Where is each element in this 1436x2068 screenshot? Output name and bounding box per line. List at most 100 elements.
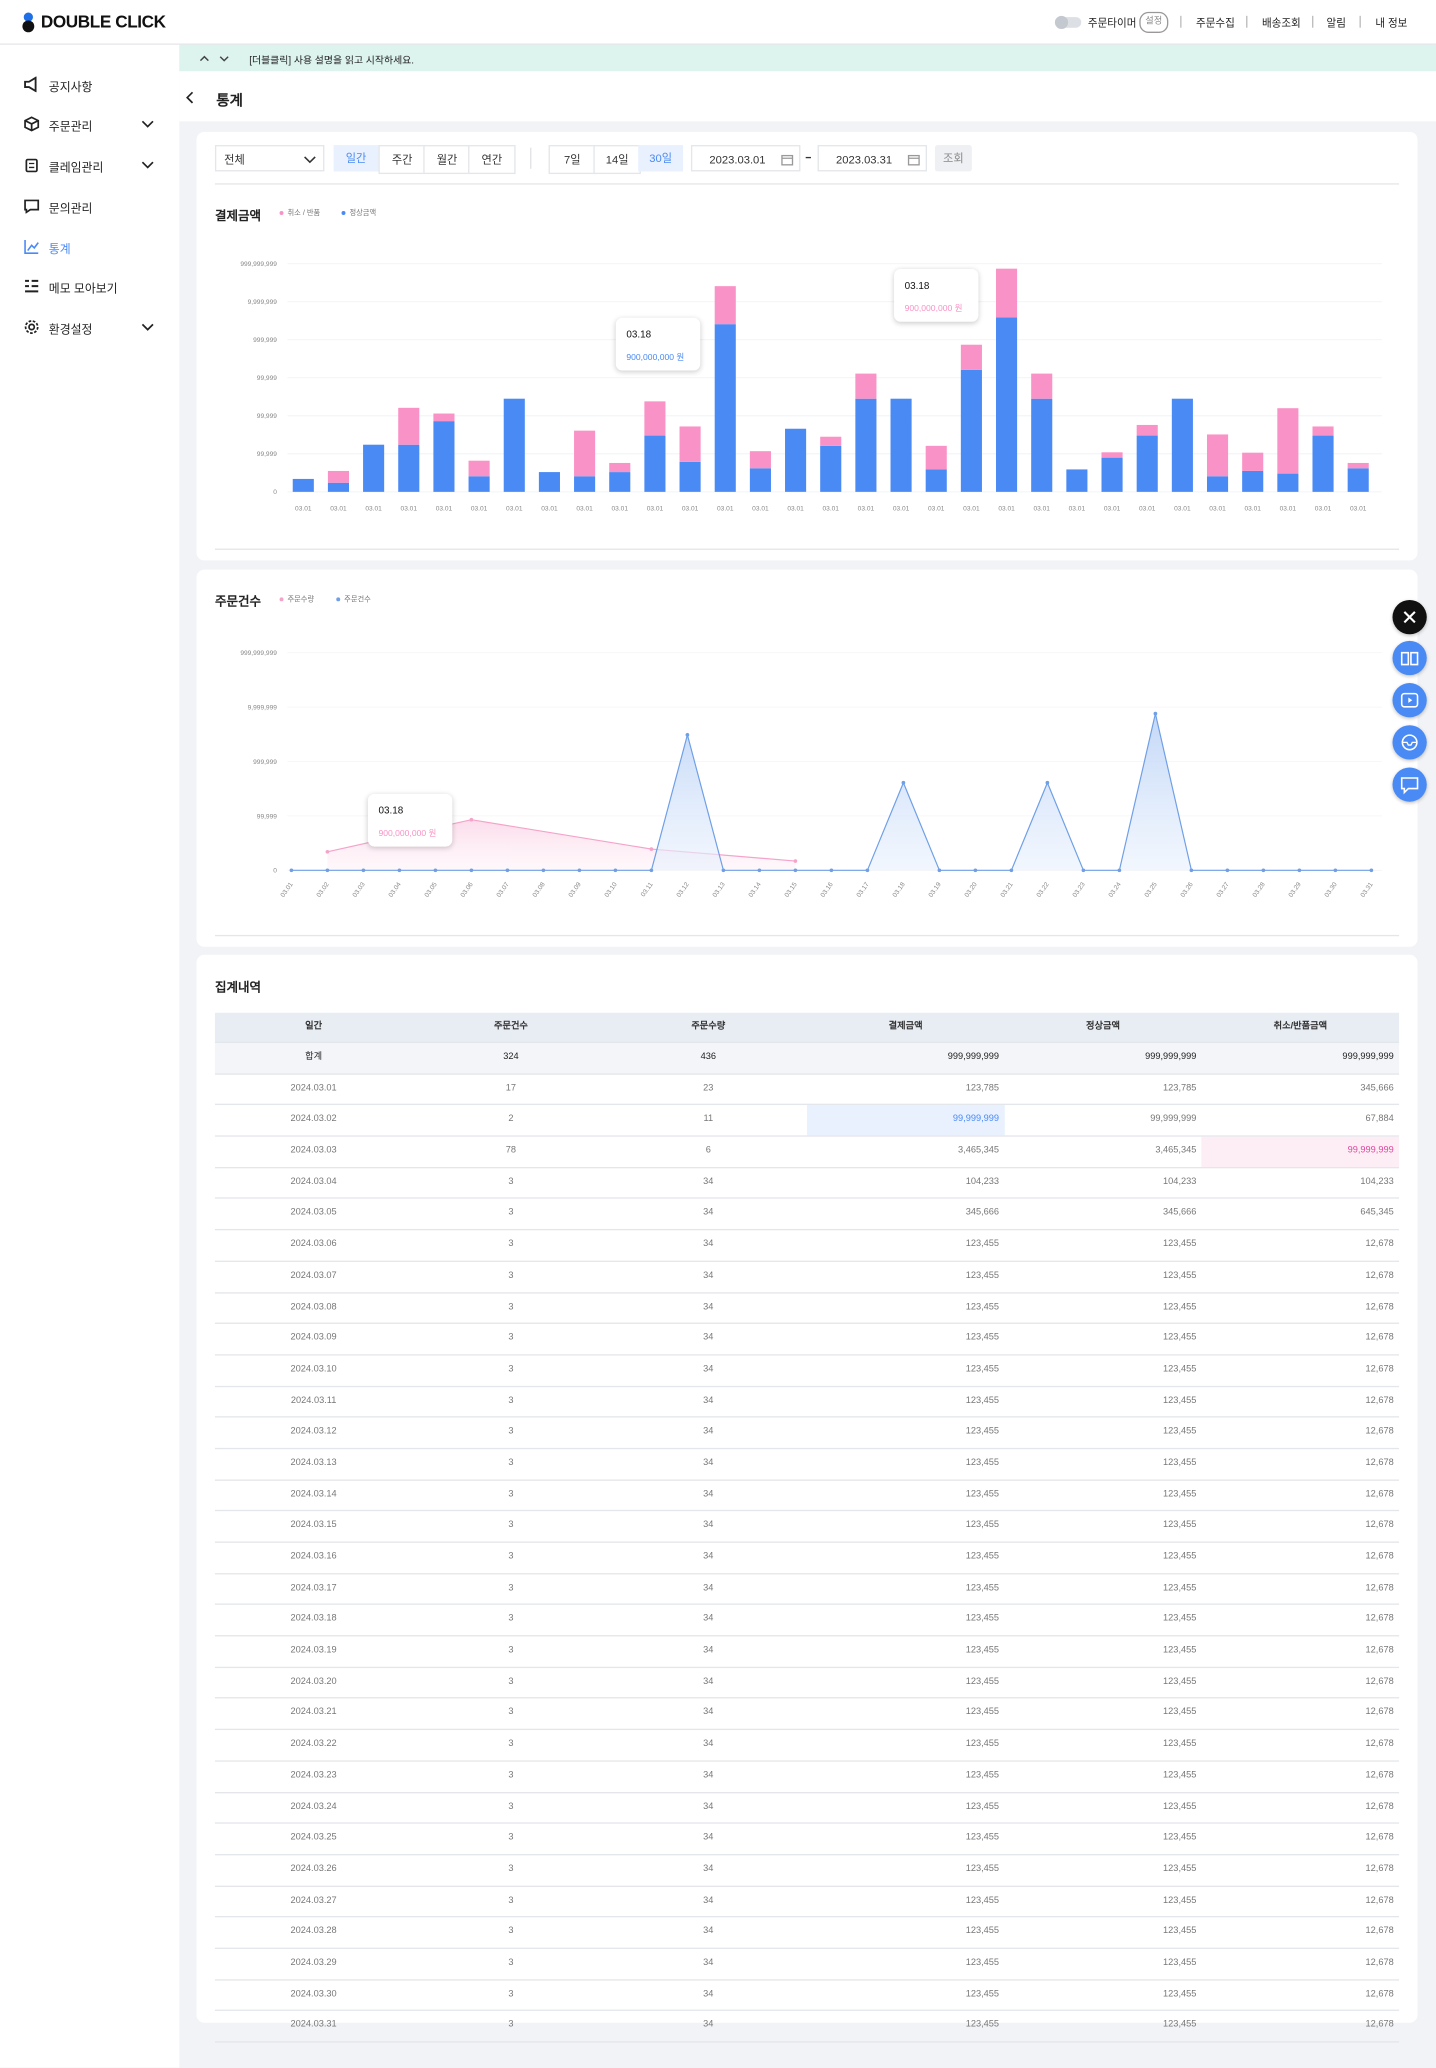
- table-cell: 주문수량: [691, 1021, 726, 1032]
- table-cell: 12,678: [1365, 1364, 1394, 1374]
- tooltip-value: 900,000,000 원: [626, 353, 685, 363]
- legend-label: 취소 / 반품: [287, 209, 321, 218]
- tooltip-value: 900,000,000 원: [904, 304, 963, 314]
- table-cell: 12,678: [1365, 1645, 1394, 1655]
- period-button[interactable]: 연간: [468, 145, 516, 175]
- table-row: 2024.03.13 3 34 123,455 123,455 12,678: [214, 1449, 1400, 1481]
- inbox-button[interactable]: [1392, 725, 1427, 760]
- table-cell: 78: [505, 1145, 517, 1156]
- table-cell: 2024.03.29: [290, 1958, 337, 1968]
- nav-item[interactable]: 내 정보: [1375, 17, 1408, 30]
- table-cell: 12,678: [1365, 1833, 1394, 1843]
- table-cell: 324: [503, 1052, 519, 1062]
- table-title: 집계내역: [214, 981, 262, 996]
- nav-item[interactable]: 배송조회: [1261, 17, 1301, 30]
- table-row: 2024.03.12 3 34 123,455 123,455 12,678: [214, 1418, 1400, 1450]
- nav-item[interactable]: 알림: [1326, 17, 1346, 30]
- table-cell: 12,678: [1365, 1239, 1394, 1249]
- search-button[interactable]: 조회: [934, 145, 972, 172]
- menu-item[interactable]: 메모 모아보기: [48, 282, 118, 296]
- table-cell: 2024.03.30: [290, 1989, 337, 1999]
- table-cell: 123,455: [1163, 1676, 1197, 1687]
- table-cell: 123,455: [1163, 1458, 1197, 1468]
- page-title: 통계: [216, 93, 243, 110]
- table-cell: 12,678: [1365, 1676, 1394, 1687]
- table-cell: 123,455: [965, 1989, 1000, 1999]
- table-cell: 34: [703, 1926, 714, 1937]
- table-cell: 123,785: [965, 1083, 1000, 1093]
- table-cell: 34: [703, 1520, 714, 1531]
- table-cell: 34: [703, 1552, 714, 1562]
- close-button[interactable]: [1392, 599, 1427, 635]
- table-cell: 104,233: [965, 1177, 1000, 1187]
- period-button[interactable]: 월간: [423, 145, 471, 175]
- table-cell: 6: [705, 1145, 711, 1156]
- menu-item-active[interactable]: 통계: [48, 242, 71, 256]
- back-button[interactable]: [185, 91, 196, 104]
- legend-item: 취소 / 반품: [279, 207, 321, 218]
- table-row: 2024.03.04 3 34 104,233 104,233 104,233: [214, 1168, 1400, 1200]
- table-cell: 123,455: [965, 1833, 1000, 1843]
- guide-button[interactable]: [1392, 640, 1427, 676]
- table-cell: 2024.03.15: [290, 1520, 337, 1531]
- table-row: 2024.03.08 3 34 123,455 123,455 12,678: [214, 1293, 1400, 1325]
- table-row: 2024.03.26 3 34 123,455 123,455 12,678: [214, 1855, 1400, 1887]
- range-button[interactable]: 7일: [548, 145, 597, 175]
- table-cell: 34: [703, 1302, 714, 1312]
- orders-card: [196, 569, 1418, 947]
- table-cell: 34: [703, 1239, 714, 1249]
- table-cell: 3: [508, 1770, 514, 1780]
- table-cell: 34: [703, 1833, 714, 1843]
- table-cell: 123,455: [1163, 1926, 1197, 1937]
- table-cell: 3: [508, 1489, 514, 1499]
- table-cell: 2024.03.31: [290, 2020, 337, 2030]
- table-cell: 34: [703, 1864, 714, 1874]
- table-cell: 123,455: [965, 1739, 1000, 1749]
- table-cell: 123,455: [965, 1458, 1000, 1468]
- icon: [24, 199, 40, 214]
- table-cell: 123,455: [965, 1770, 1000, 1780]
- menu-item[interactable]: 클레임관리: [48, 160, 104, 175]
- settings-button[interactable]: 설정: [1139, 11, 1169, 33]
- table-cell: 123,455: [965, 1489, 1000, 1499]
- table-cell: 주문건수: [493, 1021, 528, 1032]
- timer-label: 주문타이머: [1087, 17, 1137, 30]
- table-cell: 123,455: [965, 1614, 1000, 1624]
- table-row: 2024.03.20 3 34 123,455 123,455 12,678: [214, 1668, 1400, 1699]
- legend-dot: [279, 211, 284, 216]
- banner-arrows[interactable]: [199, 53, 233, 64]
- video-button[interactable]: [1392, 683, 1427, 718]
- range-button[interactable]: 14일: [593, 145, 641, 175]
- table-cell: 17: [505, 1083, 517, 1093]
- separator: [1246, 15, 1248, 28]
- table-cell: 12,678: [1365, 1739, 1394, 1749]
- table-cell: 합계: [305, 1052, 323, 1062]
- menu-item[interactable]: 주문관리: [48, 119, 93, 134]
- table-cell: 12,678: [1365, 1926, 1394, 1937]
- table-cell: 12,678: [1365, 1489, 1394, 1499]
- select-box[interactable]: 전체: [214, 145, 325, 172]
- table-row: 2024.03.30 3 34 123,455 123,455 12,678: [214, 1980, 1400, 2012]
- table-cell: 34: [703, 1583, 714, 1593]
- range-button[interactable]: 30일: [638, 145, 684, 172]
- menu-item[interactable]: 문의관리: [48, 201, 93, 215]
- table-cell: 123,455: [965, 1708, 1000, 1718]
- table-cell: 123,455: [965, 1333, 1000, 1343]
- table-cell: 123,455: [965, 1926, 1000, 1937]
- table-cell: 123,455: [1163, 1427, 1197, 1437]
- menu-item[interactable]: 환경설정: [48, 323, 93, 337]
- period-button[interactable]: 주간: [378, 145, 426, 175]
- table-cell: 3: [508, 1458, 514, 1468]
- start-date[interactable]: 2023.03.01: [690, 145, 801, 172]
- chat-button[interactable]: [1392, 767, 1427, 802]
- end-date[interactable]: 2023.03.31: [817, 145, 928, 172]
- period-button[interactable]: 일간: [333, 145, 379, 172]
- table-cell: 2024.03.11: [290, 1395, 337, 1406]
- table-row: 2024.03.02 2 11 99,999,999 99,999,999 67,884: [214, 1105, 1400, 1137]
- timer-toggle[interactable]: [1054, 15, 1082, 30]
- nav-item[interactable]: 주문수집: [1196, 17, 1235, 30]
- menu-item[interactable]: 공지사항: [48, 80, 93, 94]
- table-cell: 3: [508, 1645, 514, 1655]
- table-cell: 3: [508, 1989, 514, 1999]
